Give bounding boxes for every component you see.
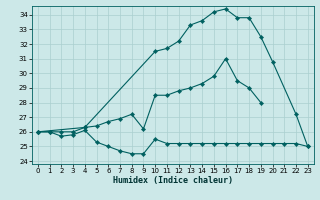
X-axis label: Humidex (Indice chaleur): Humidex (Indice chaleur) — [113, 176, 233, 185]
